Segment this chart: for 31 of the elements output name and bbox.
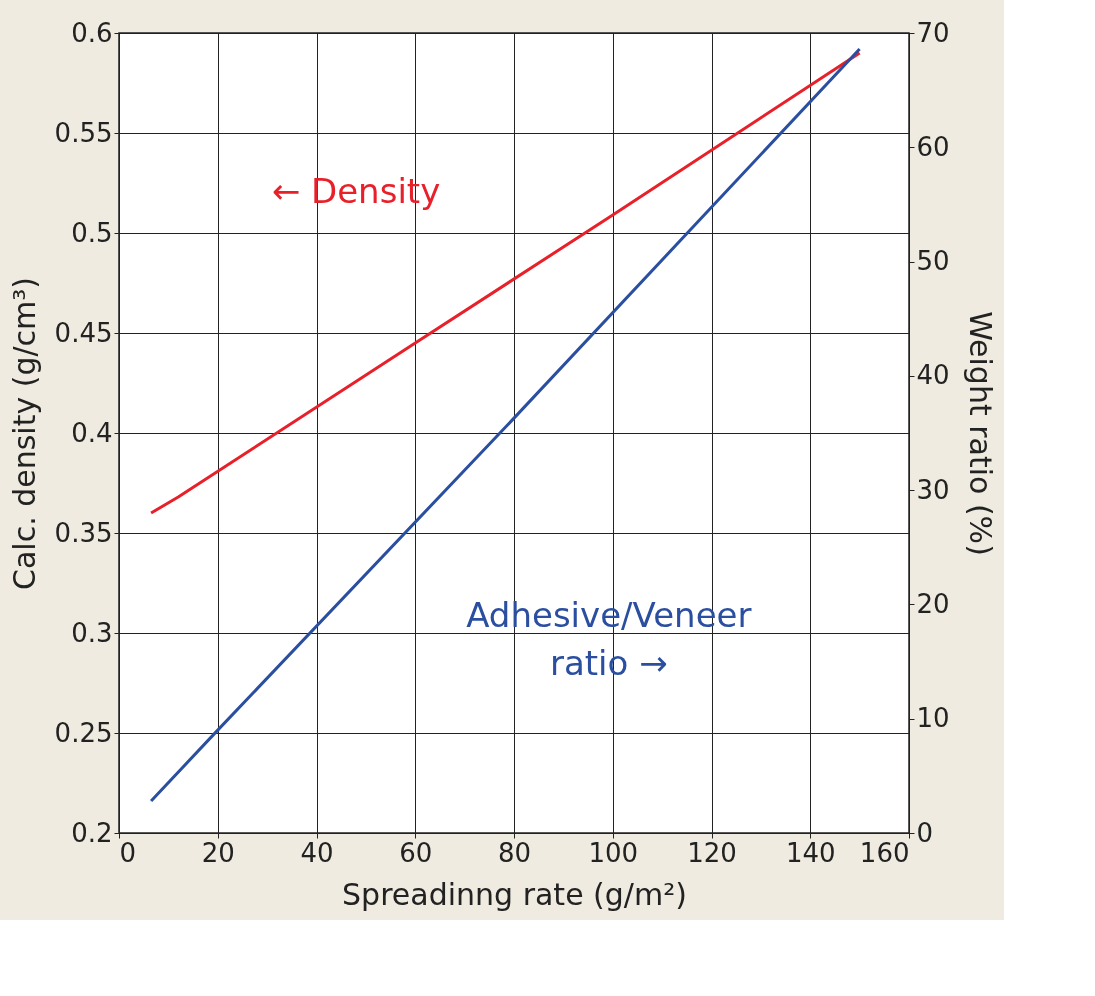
- x-tick-label: 140: [785, 837, 836, 868]
- x-tick-label: 160: [859, 837, 910, 868]
- x-tick-label: 80: [497, 837, 532, 868]
- y-tick-label: 0.4: [71, 417, 113, 448]
- y-tick-label: 0.2: [71, 817, 113, 848]
- line-series: [149, 51, 862, 515]
- x-tick-label: 20: [201, 837, 235, 868]
- x-tick-label: 60: [399, 837, 433, 868]
- y2-tick-label: 10: [916, 703, 950, 734]
- x-axis-title: Spreadinng rate (g/m²): [342, 876, 687, 912]
- y2-tick-label: 70: [916, 17, 950, 48]
- y2-tick-label: 60: [916, 131, 950, 162]
- y2-tick-label: 0: [916, 817, 934, 848]
- y-tick-label: 0.45: [54, 317, 113, 348]
- y2-axis-title: Weight ratio (%): [962, 311, 998, 556]
- x-tick-label: 120: [687, 837, 737, 868]
- x-tick-label: 100: [588, 837, 639, 868]
- x-tick-label: 40: [300, 837, 334, 868]
- y-tick-label: 0.35: [54, 517, 113, 548]
- y-tick-label: 0.6: [71, 17, 113, 48]
- y2-tick-label: 50: [916, 246, 950, 277]
- y2-tick-label: 40: [916, 360, 950, 391]
- y-tick-label: 0.5: [71, 217, 113, 248]
- line-series: [149, 47, 862, 803]
- y2-tick-label: 20: [916, 588, 950, 619]
- y-tick-label: 0.25: [54, 717, 113, 748]
- y2-tick-label: 30: [916, 474, 950, 505]
- y-tick-label: 0.3: [71, 617, 113, 648]
- x-tick-label: 0: [119, 837, 137, 868]
- y-axis-title: Calc. density (g/cm³): [6, 276, 42, 591]
- y-tick-label: 0.55: [54, 117, 113, 148]
